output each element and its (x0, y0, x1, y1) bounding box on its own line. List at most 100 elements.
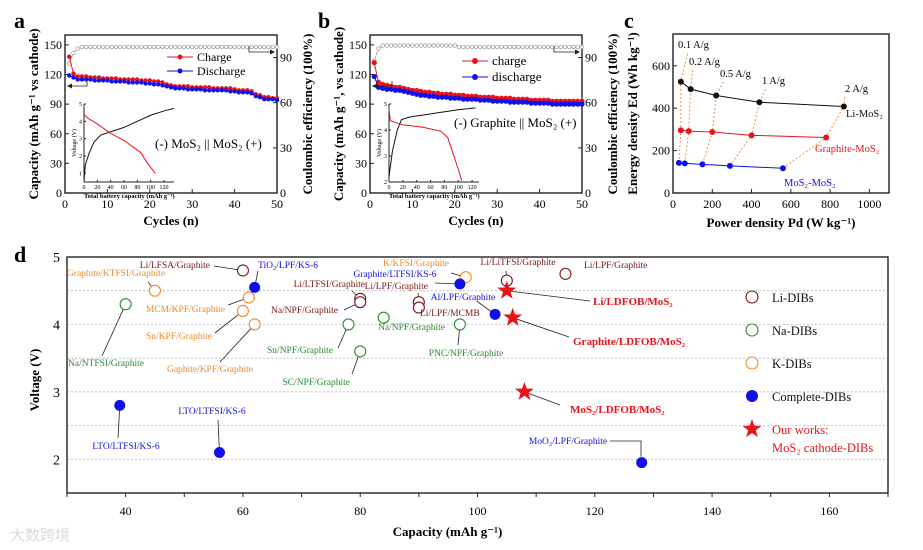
filled-circle-marker (114, 399, 126, 411)
ce-point (105, 44, 110, 50)
ce-point (96, 44, 102, 50)
ce-point (194, 44, 199, 50)
series-point (545, 100, 551, 106)
series-point (677, 127, 684, 134)
series-point (426, 93, 432, 99)
y2-tick-label: 0 (585, 186, 591, 200)
x-tick-label: 400 (743, 197, 761, 211)
series-point (439, 94, 445, 100)
x-tick-label: 40 (229, 197, 241, 211)
open-circle-marker (119, 298, 132, 311)
open-circle-marker (377, 311, 390, 324)
inset-y-tick-label: 3 (79, 137, 82, 143)
series-point (435, 94, 441, 100)
ce-point (486, 44, 491, 50)
x-axis-title: Cycles (n) (448, 213, 503, 228)
point-label: Na/NTFSI/Graphite (68, 359, 144, 369)
ce-point (207, 44, 212, 50)
y-tick-label: 30 (355, 156, 367, 170)
ce-point (499, 44, 504, 50)
ce-point (215, 44, 220, 50)
inset-x-tick-label: 80 (441, 185, 447, 191)
ce-point (575, 44, 580, 50)
series-point (185, 87, 191, 92)
right-axis-arrow (248, 46, 273, 53)
ce-point (240, 44, 246, 50)
inset-y-tick-label: 5 (384, 102, 387, 108)
series-point (173, 86, 178, 91)
ce-point (139, 44, 144, 50)
y-tick-label: 90 (355, 97, 367, 111)
y-tick-label: 400 (652, 101, 670, 115)
point-label: PNC/NPF/Graphite (429, 349, 503, 359)
inset-x-tick-label: 120 (160, 185, 169, 191)
legend-label-2: MoS₂ cathode-DIBs (772, 441, 873, 455)
x-tick-label: 30 (186, 197, 198, 211)
series-point (699, 161, 706, 168)
x-axis-title: Cycles (n) (143, 213, 198, 228)
series-point (380, 85, 386, 91)
star-marker (503, 307, 523, 326)
series-point (130, 80, 136, 85)
y-tick-label: 150 (349, 38, 367, 52)
series-point (511, 99, 517, 105)
legend-label: Discharge (197, 64, 245, 78)
series-point (228, 89, 233, 94)
ce-point (401, 43, 407, 48)
point-label: Li/LFSA/Graphite (140, 261, 210, 271)
ce-point (448, 43, 453, 48)
series-point (677, 78, 684, 85)
ce-point (410, 43, 415, 48)
series-point (443, 94, 449, 100)
series-point (253, 94, 258, 99)
legend-open-circle-icon (745, 290, 759, 304)
ce-point (75, 46, 80, 51)
x-tick-label: 20 (144, 197, 156, 211)
x-tick-label: 50 (271, 197, 283, 211)
cell-annotation: (-) Graphite || MoS₂ (+) (454, 115, 576, 130)
arrow-head (270, 49, 275, 55)
y2-tick-label: 90 (585, 51, 597, 65)
series-point (397, 87, 403, 93)
ce-point (173, 44, 178, 50)
ce-point (414, 43, 419, 48)
series-point (447, 95, 454, 101)
legend-star-icon (742, 419, 762, 438)
series-point (67, 54, 72, 59)
open-circle-marker (236, 264, 249, 277)
x-tick-label: 1000 (857, 197, 881, 211)
series-point (414, 91, 420, 97)
series-point (384, 82, 390, 88)
x-tick-label: 200 (703, 197, 721, 211)
series-point (756, 99, 763, 106)
y-tick-label: 0 (361, 186, 367, 200)
point-label: MoS₂/LDFOB/MoS₂ (570, 404, 665, 416)
x-tick-label: 10 (406, 197, 418, 211)
inset-x-title: Total battery capacity (mAh g⁻¹) (84, 193, 175, 200)
point-label: Gaphite/KPF/Graphite (167, 365, 253, 375)
star-marker (497, 280, 517, 299)
ce-point (126, 44, 131, 50)
panel-letter: c (624, 8, 634, 33)
series-point (685, 128, 692, 135)
series-point (431, 93, 437, 99)
ce-point (554, 44, 559, 50)
leader-line (610, 440, 642, 457)
point-label: Na/NPF/Graphite (271, 306, 338, 316)
series-point (481, 97, 488, 103)
series-point (532, 100, 538, 106)
ce-point (452, 43, 457, 48)
point-label: Li/LiTFSI/Graphite (481, 258, 556, 268)
inset-y-title: Voltage (V) (376, 129, 383, 157)
series-point (198, 87, 203, 92)
inset-y-tick-label: 2 (79, 154, 82, 160)
rate-guide-line (678, 51, 689, 163)
point-label: Li/LPF/Graphite (365, 282, 428, 292)
legend-marker (177, 54, 183, 60)
series-point (206, 88, 212, 93)
ce-point (384, 43, 390, 48)
series-point (109, 79, 114, 84)
arrow-head (67, 83, 72, 89)
series-point (211, 88, 216, 93)
series-point (168, 85, 174, 90)
